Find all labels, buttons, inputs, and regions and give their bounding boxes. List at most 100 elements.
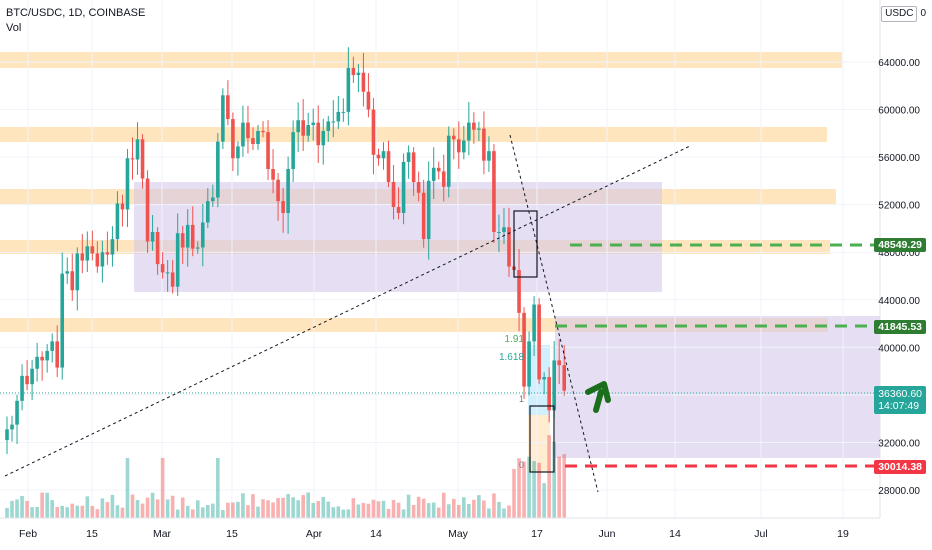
volume-bar (115, 505, 120, 518)
volume-bar (75, 505, 80, 518)
volume-bar (386, 508, 391, 518)
volume-bar (336, 506, 341, 518)
fib-label-1: 1 (519, 394, 524, 404)
chart-legend: BTC/USDC, 1D, COINBASE Vol (6, 6, 145, 36)
candle (562, 365, 567, 391)
volume-bar (416, 496, 421, 518)
volume-bar (251, 494, 255, 518)
candle (150, 232, 155, 242)
candle (100, 252, 105, 267)
time-tick-label: May (448, 528, 469, 540)
candle (200, 222, 205, 248)
candle (80, 253, 85, 261)
price-axis-controls: USDC 0 (881, 6, 926, 22)
volume-bar (341, 509, 346, 518)
candle (336, 111, 341, 122)
candle (25, 375, 29, 385)
fib-label-1618: 1.618 (499, 352, 524, 363)
candle-countdown: 14:07:49 (878, 400, 920, 412)
candle (391, 182, 396, 208)
volume-bar (326, 501, 331, 518)
volume-bar (80, 505, 85, 518)
candle (115, 203, 120, 240)
candle (457, 139, 461, 153)
trend-line (4, 145, 691, 477)
candle (95, 253, 100, 267)
fib-zone-lower (528, 415, 550, 472)
volume-bar (451, 498, 456, 518)
volume-bar (195, 500, 200, 518)
volume-bar (396, 502, 401, 518)
candle (236, 146, 240, 159)
candle (190, 224, 195, 249)
candle (431, 167, 436, 181)
axis-zero-label: 0 (920, 8, 926, 19)
volume-bar (492, 493, 496, 518)
candle (416, 182, 421, 193)
candle (517, 270, 521, 313)
candle (462, 140, 466, 153)
volume-bar (311, 502, 316, 518)
volume-bar (10, 500, 14, 518)
price-tick-label: 64000.00 (878, 58, 920, 69)
volume-bar (406, 494, 411, 518)
candle (547, 377, 551, 411)
volume-bar (266, 500, 270, 518)
volume-bar (467, 503, 471, 518)
support-resistance-zone (0, 52, 842, 68)
price-tick-label: 40000.00 (878, 343, 920, 354)
candle (522, 312, 526, 387)
candle (206, 201, 210, 223)
volume-bar (522, 461, 526, 518)
candle (281, 201, 285, 213)
volume-bar (462, 497, 466, 518)
candle (110, 239, 115, 255)
pattern-box-lower (529, 405, 555, 473)
support-resistance-zone (0, 127, 827, 142)
candle (5, 429, 9, 441)
volume-bar (532, 460, 536, 518)
volume-bar (356, 504, 361, 518)
volume-bar (401, 509, 406, 518)
volume-bar (55, 506, 59, 518)
candle (165, 272, 170, 274)
candle (467, 122, 471, 141)
volume-bar (507, 505, 511, 518)
volume-bar (160, 458, 165, 518)
candle (296, 120, 300, 133)
time-tick-label: 15 (226, 528, 238, 540)
candle (492, 151, 496, 233)
time-axis-panel (0, 518, 932, 550)
volume-bar (331, 507, 336, 518)
volume-bar (5, 507, 9, 518)
volume-bar (70, 503, 75, 518)
volume-bar (175, 509, 180, 518)
volume-bar (85, 496, 90, 518)
volume-bar (366, 503, 371, 518)
candle (331, 121, 336, 123)
candle (401, 161, 406, 213)
candle (507, 227, 511, 267)
volume-bar (497, 501, 501, 518)
volume-bar (221, 509, 225, 518)
pattern-box-upper (513, 210, 538, 278)
candle (482, 128, 486, 161)
candle (557, 360, 561, 366)
volume-bar (206, 504, 210, 518)
volume-bar (537, 462, 541, 518)
candle (381, 151, 386, 159)
volume-bar (185, 505, 190, 518)
candle (341, 111, 346, 113)
price-tick-label: 28000.00 (878, 486, 920, 497)
volume-bar (391, 500, 396, 518)
volume-bar (25, 501, 29, 518)
candle (15, 400, 19, 425)
volume-bar (50, 500, 54, 518)
candle (20, 375, 24, 401)
volume-bar (281, 497, 285, 518)
currency-unit-button[interactable]: USDC (881, 6, 918, 22)
candle (527, 341, 531, 387)
candle (65, 271, 70, 274)
